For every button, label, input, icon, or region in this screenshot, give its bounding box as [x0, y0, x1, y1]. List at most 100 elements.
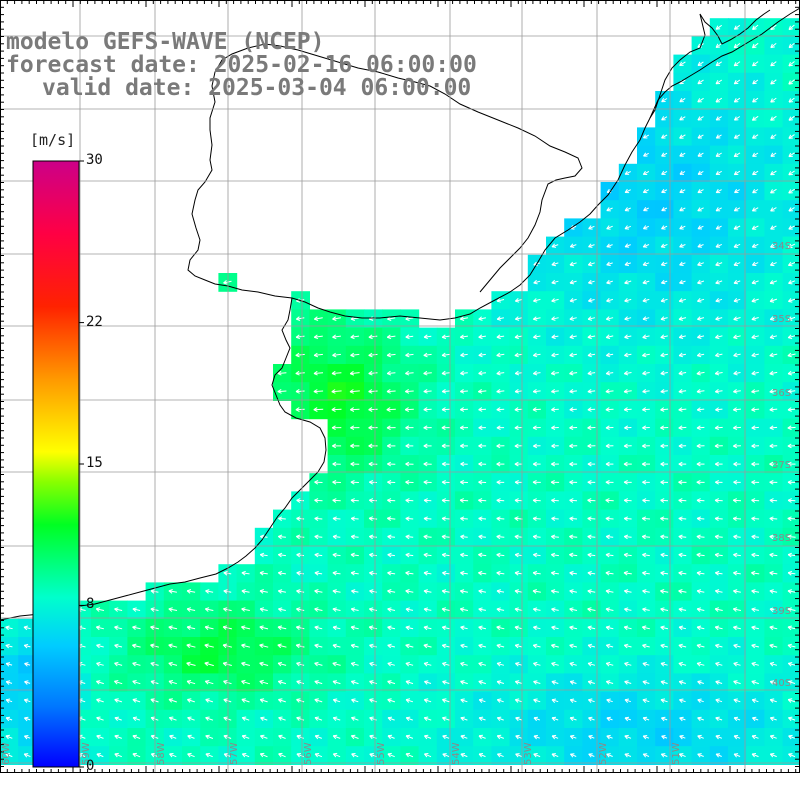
wind-arrow: [751, 407, 760, 412]
wind-arrow: [296, 498, 305, 503]
wind-arrow: [733, 170, 741, 176]
wind-arrow: [423, 425, 432, 431]
wind-arrow: [514, 370, 523, 376]
wind-arrow: [350, 498, 359, 503]
wind-arrow: [715, 170, 722, 175]
wind-arrow: [787, 443, 796, 449]
wind-arrow: [423, 479, 432, 485]
wind-arrow: [679, 207, 686, 212]
wind-arrow: [605, 479, 614, 485]
wind-arrow: [714, 461, 723, 467]
wind-arrow: [532, 352, 541, 358]
wind-arrow: [624, 261, 631, 267]
wind-arrow: [459, 498, 469, 503]
wind-arrow: [679, 188, 686, 194]
wind-arrow: [550, 370, 559, 376]
wind-arrow: [587, 479, 596, 485]
wind-arrow: [660, 316, 668, 321]
wind-arrow: [332, 334, 341, 340]
wind-arrow: [588, 225, 595, 230]
colorbar-label-8: 8: [86, 596, 95, 613]
wind-arrow: [770, 207, 777, 212]
wind-arrow: [587, 461, 596, 467]
wind-arrow: [697, 279, 705, 285]
lat-label: 40S: [772, 678, 791, 689]
wind-arrow: [532, 407, 541, 412]
wind-arrow: [752, 61, 759, 67]
lon-label: 57W: [229, 742, 240, 765]
wind-arrow: [751, 243, 759, 248]
wind-arrow: [423, 352, 432, 358]
wind-arrow: [751, 389, 760, 394]
wind-arrow: [606, 279, 613, 285]
wind-arrow: [331, 389, 342, 394]
wind-arrow: [587, 370, 596, 376]
wind-arrow: [405, 461, 414, 467]
wind-arrow: [641, 461, 650, 467]
wind-arrow: [551, 279, 559, 285]
wind-arrow: [369, 479, 377, 485]
wind-arrow: [661, 279, 668, 285]
wind-arrow: [350, 461, 360, 467]
wind-arrow: [642, 188, 650, 194]
wind-arrow: [441, 443, 450, 449]
wind-arrow: [660, 461, 668, 467]
wind-arrow: [551, 316, 559, 321]
wind-arrow: [569, 425, 578, 431]
wind-arrow: [350, 334, 360, 340]
wind-arrow: [696, 479, 705, 485]
wind-arrow: [606, 298, 614, 303]
wind-arrow: [715, 279, 723, 285]
wind-arrow: [769, 479, 778, 485]
wind-arrow: [787, 479, 796, 485]
wind-arrow: [770, 261, 777, 267]
wind-arrow: [313, 352, 323, 358]
wind-arrow: [769, 316, 777, 321]
wind-arrow: [679, 279, 686, 285]
lat-label: 37S: [772, 460, 791, 471]
wind-arrow: [660, 443, 669, 449]
wind-arrow: [551, 261, 559, 267]
wind-arrow: [733, 225, 741, 230]
wind-arrow: [752, 261, 759, 266]
wind-arrow: [496, 461, 505, 467]
wind-arrow: [496, 498, 505, 503]
wind-arrow: [733, 261, 741, 267]
wind-arrow: [514, 425, 523, 431]
wind-arrow: [660, 370, 668, 376]
wind-arrow: [770, 134, 777, 139]
wind-arrow: [369, 498, 377, 503]
wind-arrow: [551, 352, 559, 358]
valid-date: valid date: 2025-03-04 06:00:00: [42, 75, 472, 101]
wind-arrow: [769, 389, 778, 394]
wind-arrow: [678, 443, 687, 449]
wind-arrow: [368, 352, 378, 358]
wind-arrow: [332, 443, 342, 449]
wind-arrow: [714, 443, 723, 449]
lat-label: 39S: [772, 606, 791, 617]
wind-arrow: [605, 352, 614, 358]
wind-arrow: [624, 279, 632, 285]
wind-arrow: [697, 79, 704, 85]
wind-arrow: [696, 425, 705, 431]
colorbar-label-15: 15: [86, 455, 103, 471]
wind-arrow: [314, 498, 323, 503]
wind-arrow: [787, 334, 796, 340]
wind-arrow: [787, 352, 796, 358]
wind-arrow: [751, 352, 759, 358]
wind-arrow: [751, 334, 759, 340]
wind-arrow: [386, 425, 396, 431]
wind-arrow: [733, 316, 741, 321]
wind-arrow: [715, 116, 722, 121]
wind-arrow: [770, 170, 777, 176]
wind-arrow: [660, 261, 668, 267]
wind-arrow: [295, 407, 305, 412]
wind-arrow: [624, 225, 631, 230]
wind-arrow: [661, 116, 668, 121]
wind-arrow: [751, 443, 760, 449]
wind-arrow: [551, 443, 559, 449]
lon-label: 52W: [598, 742, 609, 765]
wind-arrow: [605, 443, 614, 449]
wind-arrow: [788, 279, 796, 285]
wind-arrow: [697, 334, 705, 339]
